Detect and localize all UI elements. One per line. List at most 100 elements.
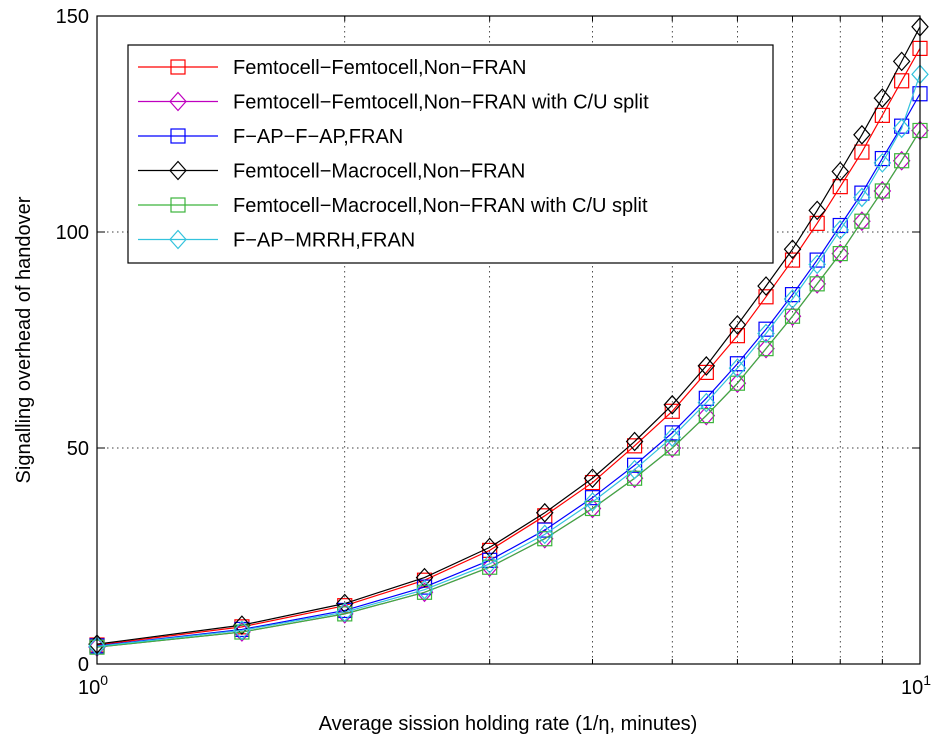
data-point (626, 438, 643, 454)
legend-marker (170, 128, 186, 144)
legend-item: Femtocell−Femtocell,Non−FRAN with C/U sp… (138, 92, 649, 114)
data-point (874, 150, 890, 167)
series-4 (88, 16, 929, 655)
data-point (873, 181, 892, 201)
y-tick-label: 100 (56, 222, 89, 244)
data-point (583, 492, 602, 512)
data-point (832, 246, 848, 262)
legend-marker (169, 160, 187, 181)
data-point (728, 314, 747, 335)
series-line (96, 26, 921, 645)
data-point (853, 124, 871, 145)
data-point (697, 405, 716, 426)
data-point (873, 152, 892, 173)
data-point (415, 567, 434, 588)
data-point (892, 150, 911, 171)
legend-marker (169, 91, 187, 112)
y-tick-label: 0 (78, 654, 89, 676)
data-point (728, 373, 747, 394)
data-point (625, 468, 644, 489)
x-tick-label: 101 (901, 672, 931, 699)
data-point (625, 459, 644, 480)
data-point (808, 254, 826, 275)
data-point (663, 427, 682, 448)
data-point (757, 338, 775, 359)
y-axis-title: Signalling overhead of handover (13, 196, 35, 483)
data-point (698, 390, 714, 406)
series-line (96, 130, 921, 648)
series-6 (88, 64, 929, 657)
data-point (698, 408, 714, 424)
axis-ticks: 100 101 0 50 100 150 (56, 6, 932, 699)
data-point (854, 213, 870, 229)
series-layer (88, 16, 929, 658)
data-point (832, 217, 848, 234)
data-point (335, 602, 354, 623)
legend-marker (170, 59, 186, 75)
data-point (233, 615, 251, 636)
data-point (729, 328, 746, 344)
legend-marker (170, 197, 186, 213)
data-point (482, 559, 498, 575)
data-point (697, 356, 716, 376)
data-point (831, 219, 850, 240)
data-point (535, 524, 554, 545)
x-axis-title: Average sission holding rate (1/η, minut… (319, 713, 698, 735)
data-point (894, 153, 910, 169)
data-point (729, 356, 746, 372)
data-point (784, 287, 801, 303)
data-point (808, 273, 826, 294)
data-point (757, 276, 775, 296)
data-point (663, 438, 682, 458)
data-point (892, 118, 911, 139)
data-point (854, 144, 870, 160)
data-point (783, 306, 802, 327)
legend-label: Femtocell−Femtocell,Non−FRAN (233, 57, 526, 79)
legend: Femtocell−Femtocell,Non−FRAN Femtocell−Fe… (127, 44, 774, 264)
data-point (809, 276, 825, 292)
data-point (233, 620, 251, 641)
data-point (584, 474, 601, 491)
legend-item: Femtocell−Macrocell,Non−FRAN (138, 161, 525, 183)
y-tick-label: 150 (56, 6, 89, 28)
data-point (809, 215, 825, 231)
data-point (783, 289, 802, 309)
data-point (625, 431, 644, 452)
legend-label: Femtocell−Macrocell,Non−FRAN (233, 161, 525, 183)
data-point (664, 440, 680, 456)
legend-item: Femtocell−Femtocell,Non−FRAN (138, 57, 526, 79)
data-point (853, 211, 871, 232)
data-point (415, 582, 434, 603)
data-point (697, 392, 716, 413)
legend-item: F−AP−F−AP,FRAN (138, 126, 403, 148)
legend-item: F−AP−MRRH,FRAN (138, 230, 415, 252)
data-point (758, 321, 774, 337)
legend-marker (169, 229, 187, 250)
legend-item: Femtocell−Macrocell,Non−FRAN with C/U sp… (138, 195, 648, 217)
x-tick-label: 100 (78, 672, 108, 699)
legend-box (127, 44, 774, 264)
data-point (626, 457, 643, 473)
data-point (535, 502, 554, 523)
data-point (853, 187, 871, 208)
series-line (96, 74, 921, 647)
data-point (873, 88, 892, 108)
data-point (583, 468, 602, 489)
data-point (854, 185, 870, 201)
data-point (728, 358, 747, 378)
data-point (415, 579, 434, 600)
legend-label: Femtocell−Macrocell,Non−FRAN with C/U sp… (233, 195, 648, 217)
plot-frame (96, 15, 921, 665)
data-point (874, 183, 890, 199)
data-point (663, 394, 682, 415)
data-point (894, 73, 910, 89)
data-point (809, 252, 825, 268)
data-point (626, 470, 643, 486)
data-point (831, 243, 850, 264)
data-point (784, 252, 801, 268)
legend-label: F−AP−MRRH,FRAN (233, 230, 415, 252)
data-point (758, 289, 774, 305)
legend-label: Femtocell−Femtocell,Non−FRAN with C/U sp… (233, 92, 649, 114)
data-point (831, 161, 850, 182)
